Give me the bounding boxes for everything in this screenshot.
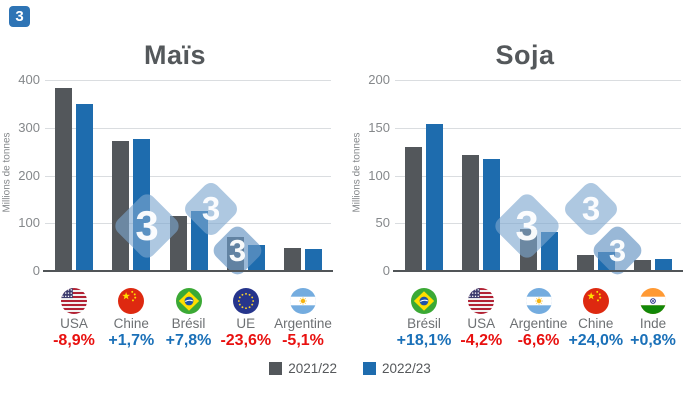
flag-india-icon [640, 288, 666, 314]
y-tick-label: 0 [382, 263, 390, 278]
y-tick-label: 200 [368, 72, 390, 87]
watermark-3-glyph: 3 [581, 190, 601, 227]
y-tick-label: 300 [18, 119, 40, 135]
country-label-china: Chine [578, 316, 614, 331]
flag-usa-icon [61, 288, 87, 314]
watermark-3-glyph: 3 [608, 232, 626, 268]
country-label-argentina: Argentine [274, 316, 332, 331]
y-tick-label: 50 [375, 215, 390, 231]
bar-inde-2022-23 [655, 259, 672, 271]
y-tick-label: 150 [368, 119, 390, 135]
legend-label: 2021/22 [288, 361, 337, 376]
bar-brésil-2022-23 [426, 124, 443, 271]
x-axis-line [43, 270, 333, 272]
bar-usa-2022-23 [483, 159, 501, 271]
change-pct-china: +24,0% [568, 332, 624, 349]
gridline-300 [45, 127, 331, 129]
gridline-200 [395, 80, 681, 81]
chart-legend: 2021/22 2022/23 [0, 361, 700, 376]
flag-eu-icon [232, 288, 259, 314]
y-tick-label: 100 [18, 215, 40, 231]
change-pct-usa: -8,9% [53, 332, 95, 349]
country-label-usa: USA [467, 316, 496, 331]
change-pct-china: +1,7% [108, 332, 155, 349]
chart-title: Soja [495, 40, 555, 70]
bar-chine-2021-22 [576, 255, 594, 271]
change-pct-argentina: -6,6% [517, 332, 560, 349]
y-tick-label: 0 [32, 263, 40, 278]
country-label-argentina: Argentine [509, 316, 568, 331]
country-label-usa: USA [60, 316, 88, 331]
legend-label: 2022/23 [382, 361, 431, 376]
chart-panel-mais: Maïs Millions de tonnes 0 100 200 300 400 3 3 3 US… [0, 0, 350, 358]
bar-brésil-2021-22 [405, 146, 422, 271]
change-pct-usa: -4,2% [460, 332, 503, 349]
change-pct-india: +0,8% [630, 332, 676, 349]
flag-argentina-icon [525, 288, 552, 314]
change-pct-eu: -23,6% [220, 332, 272, 349]
country-label-china: Chine [113, 316, 149, 331]
bar-usa-2021-22 [55, 88, 72, 271]
legend-item-2022-23: 2022/23 [363, 361, 431, 376]
y-tick-label: 200 [18, 167, 40, 183]
watermark-3-glyph: 3 [135, 202, 159, 249]
bar-inde-2021-22 [634, 259, 651, 271]
brand-logo: 3 [9, 6, 30, 27]
watermark-3-glyph: 3 [201, 190, 221, 227]
country-label-brazil: Brésil [407, 316, 441, 331]
chart-title: Maïs [143, 40, 207, 70]
legend-swatch-icon [269, 362, 283, 375]
watermark-3-glyph: 3 [515, 202, 539, 249]
bar-usa-2021-22 [462, 154, 480, 271]
change-pct-argentina: -5,1% [282, 332, 324, 349]
legend-swatch-icon [363, 362, 376, 375]
flag-china-icon [582, 288, 609, 314]
bar-argentine-2022-23 [305, 248, 322, 271]
chart-panel-soja: Soja Millions de tonnes 0 50 100 150 200 3 3 3 Br… [350, 0, 700, 358]
x-axis-line [393, 270, 683, 272]
legend-item-2021-22: 2021/22 [269, 361, 337, 376]
gridline-400 [45, 80, 331, 81]
flag-brazil-icon [175, 288, 202, 314]
flag-argentina-icon [290, 288, 316, 314]
watermark-3-glyph: 3 [228, 232, 246, 268]
bar-argentine-2021-22 [284, 247, 301, 271]
gridline-100 [395, 175, 681, 177]
change-pct-brazil: +7,8% [165, 332, 212, 349]
watermark-diamond-icon: 3 [491, 190, 563, 262]
y-tick-label: 100 [368, 167, 390, 183]
gridline-150 [395, 127, 681, 129]
gridline-100 [45, 223, 331, 225]
flag-china-icon [118, 288, 145, 314]
country-label-eu: UE [236, 316, 256, 331]
change-pct-brazil: +18,1% [396, 332, 452, 349]
flag-brazil-icon [411, 288, 437, 314]
flag-usa-icon [468, 288, 495, 314]
bar-usa-2022-23 [76, 104, 93, 271]
y-tick-label: 400 [18, 72, 40, 87]
gridline-200 [45, 175, 331, 177]
country-label-brazil: Brésil [171, 316, 206, 331]
watermark-diamond-icon: 3 [111, 190, 183, 262]
country-label-india: Inde [639, 316, 667, 331]
